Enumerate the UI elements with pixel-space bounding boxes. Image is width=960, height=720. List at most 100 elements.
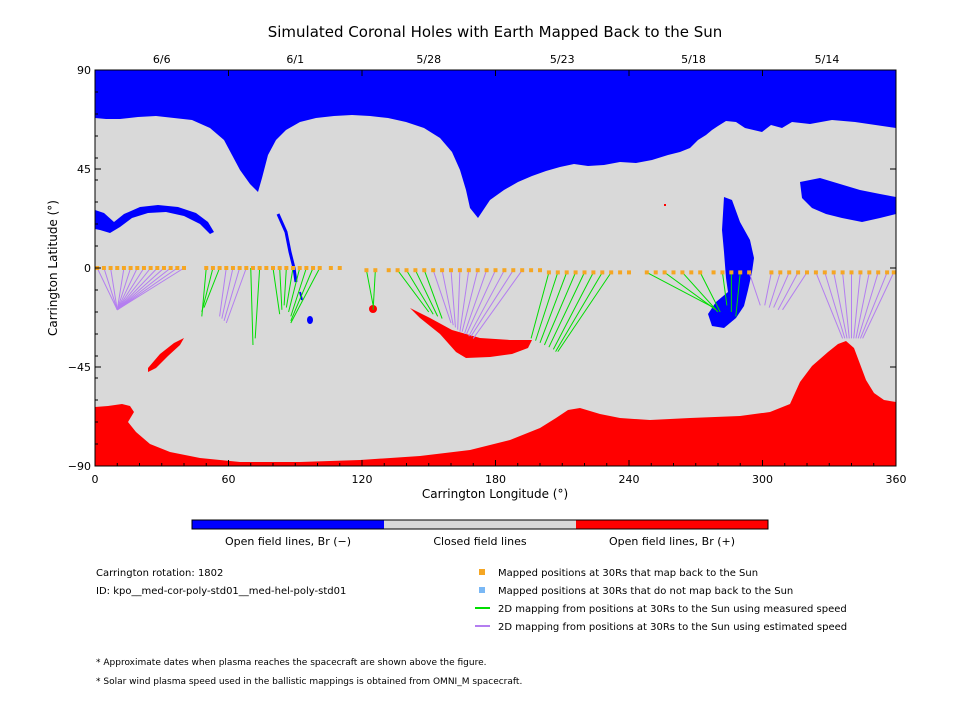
measured-mapping-line — [285, 267, 294, 308]
measured-mapping-line — [646, 271, 714, 309]
mapped-position-point — [217, 266, 222, 270]
mapped-position-point — [662, 270, 667, 275]
measured-mapping-line — [539, 272, 568, 343]
estimated-mapping-line — [773, 272, 790, 308]
mapped-position-point — [135, 266, 140, 270]
mapped-position-point — [449, 268, 453, 273]
north-polar-coronal-hole — [95, 70, 896, 218]
measured-mapping-line — [535, 272, 559, 341]
estimated-mapping-line — [221, 267, 234, 319]
mapped-position-point — [891, 270, 896, 275]
estimated-mapping-line — [470, 269, 514, 337]
red-streak — [148, 338, 184, 372]
mapped-position-point — [538, 268, 542, 273]
estimated-mapping-line — [859, 272, 888, 339]
mapped-position-point — [304, 266, 309, 270]
mapped-position-point — [337, 266, 342, 270]
mapped-position-point — [230, 266, 235, 270]
x-tick-label: 180 — [485, 473, 506, 486]
estimated-mapping-line — [857, 272, 879, 339]
measured-mapping-line — [557, 272, 612, 352]
mapped-position-point — [148, 266, 153, 270]
estimated-mapping-line — [468, 269, 505, 337]
top-date-axis: 6/6 6/1 5/28 5/23 5/18 5/14 — [153, 53, 839, 66]
mapped-position-point — [564, 270, 569, 275]
colorbar-label-closed: Closed field lines — [433, 535, 527, 548]
estimated-mapping-line — [463, 270, 488, 335]
measured-mapping-line — [279, 267, 283, 310]
measured-mapping-line — [530, 272, 550, 339]
mapped-position-point — [627, 270, 631, 275]
estimated-mapping-line — [855, 272, 870, 339]
estimated-mapping-line — [862, 272, 895, 339]
mapped-position-point — [555, 270, 560, 275]
mapped-position-point — [237, 266, 242, 270]
red-streak — [410, 308, 532, 358]
estimated-mapping-line — [116, 267, 145, 311]
mapped-position-point — [546, 270, 551, 275]
measured-speed-mappings — [201, 267, 741, 352]
mapped-position-point — [876, 270, 881, 275]
mapped-position-point — [769, 270, 774, 275]
mapped-position-point — [386, 268, 391, 273]
mapped-position-point — [573, 270, 578, 275]
mapped-position-point — [511, 268, 516, 273]
measured-mapping-line — [372, 270, 376, 310]
estimated-mapping-line — [116, 267, 185, 311]
measured-mapping-line — [543, 272, 577, 346]
mapped-position-point — [264, 266, 269, 270]
y-axis-label: Carrington Latitude (°) — [46, 200, 60, 336]
estimated-mapping-line — [459, 270, 470, 332]
mapped-position-point — [475, 268, 480, 273]
mapped-position-point — [311, 266, 316, 270]
y-axis: 90 45 0 −45 −90 — [68, 64, 896, 473]
colorbar: Open field lines, Br (−) Closed field li… — [191, 519, 769, 548]
x-tick-label: 60 — [222, 473, 236, 486]
map-area — [95, 70, 896, 466]
measured-mapping-line — [721, 272, 728, 306]
estimated-mapping-line — [815, 272, 844, 339]
measured-mapping-line — [682, 272, 719, 313]
mapped-position-point — [224, 266, 229, 270]
mapped-position-point — [284, 266, 289, 270]
estimated-mapping-line — [461, 270, 479, 332]
legend-label-measured: 2D mapping from positions at 30Rs to the… — [498, 604, 847, 615]
top-date-label: 5/18 — [681, 53, 706, 66]
mapped-position-point — [204, 266, 209, 270]
mapped-position-point — [182, 266, 186, 270]
legend-label-unmapped: Mapped positions at 30Rs that do not map… — [498, 586, 793, 597]
measured-mapping-line — [272, 267, 281, 315]
mapped-position-point — [115, 266, 120, 270]
mapped-position-point — [422, 268, 427, 273]
estimated-mapping-line — [777, 272, 799, 311]
model-id: ID: kpo__med-cor-poly-std01__med-hel-pol… — [96, 586, 346, 597]
mapped-position-point — [644, 270, 649, 275]
mapped-position-point — [291, 266, 296, 270]
measured-mapping-line — [254, 267, 261, 339]
y-tick-label: 90 — [77, 64, 91, 77]
mapped-position-point — [831, 270, 836, 275]
measured-mapping-line — [552, 272, 594, 350]
mapped-position-point — [729, 270, 734, 275]
estimated-mapping-line — [116, 267, 165, 311]
mapped-position-point — [711, 270, 716, 275]
estimated-mapping-line — [110, 267, 118, 310]
mapped-position-point — [364, 268, 369, 273]
mapped-position-point — [440, 268, 445, 273]
south-polar-coronal-hole — [95, 341, 896, 466]
y-tick-label: 45 — [77, 163, 91, 176]
mapped-position-point — [257, 266, 262, 270]
mapped-position-point — [502, 268, 507, 273]
y-tick-label: 0 — [84, 262, 91, 275]
eastern-coronal-hole — [708, 197, 754, 328]
northeast-coronal-hole-lobe — [800, 178, 896, 222]
measured-mapping-line — [423, 270, 443, 319]
mapped-position-point — [609, 270, 614, 275]
estimated-mapping-line — [116, 267, 132, 310]
estimated-mapping-line — [441, 270, 454, 326]
mapped-position-point — [600, 270, 605, 275]
mapped-position-point — [720, 270, 725, 275]
mapped-position-point — [297, 266, 302, 270]
mapped-position-point — [404, 268, 409, 273]
